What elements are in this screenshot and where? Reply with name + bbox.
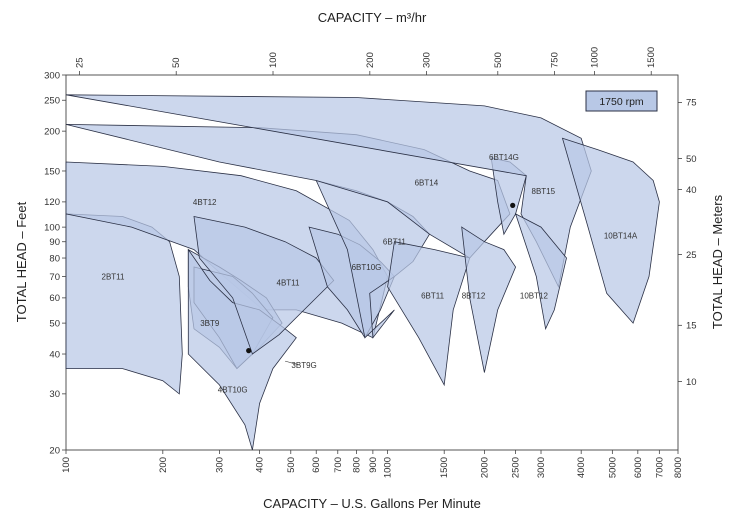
top-tick-label: 100 [268, 52, 279, 68]
top-tick-label: 50 [171, 57, 182, 68]
bottom-tick-label: 400 [255, 457, 266, 473]
right-tick-label: 40 [686, 185, 697, 196]
region-label-4bt11: 4BT11 [277, 279, 301, 288]
region-label-2bt11: 2BT11 [102, 273, 126, 282]
bottom-tick-label: 900 [368, 457, 379, 473]
speed-badge-box [585, 90, 658, 112]
right-axis-title: TOTAL HEAD – Meters [710, 194, 725, 329]
region-label-6bt14g: 6BT14G [489, 153, 519, 162]
bottom-tick-label: 1500 [439, 457, 450, 478]
top-tick-label: 750 [549, 52, 560, 68]
region-4bt11 [193, 215, 335, 355]
bottom-tick-label: 2000 [479, 457, 490, 478]
region-labels-layer: 2BT11 4BT12 3BT9 3BT9G 4BT10G 4BT11 6BT10G 6BT1… [102, 153, 638, 394]
left-tick-label: 50 [49, 318, 60, 329]
top-tick-label: 1500 [646, 47, 657, 68]
region-label-8bt12: 8BT12 [462, 292, 486, 301]
points-layer [246, 202, 516, 354]
top-tick-label: 1000 [590, 47, 601, 68]
top-tick-label: 500 [493, 52, 504, 68]
left-tick-label: 100 [44, 222, 60, 233]
region-label-10bt12: 10BT12 [520, 292, 549, 301]
right-tick-label: 25 [686, 250, 697, 261]
left-tick-label: 90 [49, 237, 60, 248]
left-tick-label: 80 [49, 253, 60, 264]
speed-label: 1750 rpm [599, 96, 644, 108]
axes-layer: 100 200 300 400 500 600 700 800 900 1000 1500 2000 2… [44, 47, 696, 478]
bottom-tick-label: 200 [158, 457, 169, 473]
duty-point [510, 202, 516, 208]
speed-badge: 1750 rpm [585, 90, 658, 112]
bottom-tick-label: 7000 [654, 457, 665, 478]
regions-layer [65, 94, 660, 451]
region-label-6bt14: 6BT14 [415, 179, 439, 188]
region-label-4bt10g: 4BT10G [218, 385, 248, 394]
region-2bt11 [65, 213, 183, 395]
bottom-tick-label: 5000 [607, 457, 618, 478]
region-8bt12 [461, 226, 517, 373]
right-tick-label: 10 [686, 377, 697, 388]
region-10bt14a [561, 137, 660, 324]
bottom-tick-label: 700 [333, 457, 344, 473]
left-tick-label: 40 [49, 349, 60, 360]
region-label-3bt9: 3BT9 [200, 319, 220, 328]
bottom-tick-label: 300 [214, 457, 225, 473]
bottom-tick-label: 6000 [633, 457, 644, 478]
left-tick-label: 200 [44, 126, 60, 137]
region-label-8bt15: 8BT15 [532, 187, 556, 196]
bottom-tick-label: 4000 [576, 457, 587, 478]
bottom-axis-title: CAPACITY – U.S. Gallons Per Minute [263, 496, 481, 511]
top-tick-label: 300 [421, 52, 432, 68]
bottom-tick-label: 8000 [673, 457, 684, 478]
left-tick-label: 150 [44, 166, 60, 177]
right-tick-label: 50 [686, 154, 697, 165]
leader-line-3bt9g [284, 360, 299, 366]
region-label-10bt14a: 10BT14A [604, 232, 638, 241]
left-tick-label: 30 [49, 389, 60, 400]
region-4bt10g [187, 248, 297, 451]
left-axis-title: TOTAL HEAD – Feet [14, 201, 29, 322]
left-tick-label: 250 [44, 96, 60, 107]
left-tick-label: 60 [49, 293, 60, 304]
left-tick-label: 300 [44, 70, 60, 81]
bottom-tick-label: 600 [311, 457, 322, 473]
region-label-3bt9g: 3BT9G [291, 361, 316, 370]
right-tick-label: 15 [686, 321, 697, 332]
bottom-tick-label: 1000 [383, 457, 394, 478]
right-tick-label: 75 [686, 98, 697, 109]
bottom-tick-label: 500 [286, 457, 297, 473]
bottom-tick-label: 100 [61, 457, 72, 473]
top-axis-title: CAPACITY – m³/hr [318, 10, 427, 25]
region-6bt11b [387, 241, 471, 387]
region-10bt12 [514, 213, 567, 331]
region-label-4bt12: 4BT12 [193, 198, 217, 207]
bottom-tick-label: 800 [351, 457, 362, 473]
bottom-tick-label: 2500 [511, 457, 522, 478]
left-tick-label: 20 [49, 445, 60, 456]
top-tick-label: 25 [74, 57, 85, 68]
left-tick-label: 70 [49, 272, 60, 283]
duty-point [246, 348, 252, 354]
region-label-6bt11: 6BT11 [383, 238, 407, 247]
region-label-6bt10g: 6BT10G [352, 263, 382, 272]
left-tick-label: 120 [44, 197, 60, 208]
bottom-tick-label: 3000 [536, 457, 547, 478]
top-tick-label: 200 [365, 52, 376, 68]
region-label-6bt11: 6BT11 [421, 292, 445, 301]
